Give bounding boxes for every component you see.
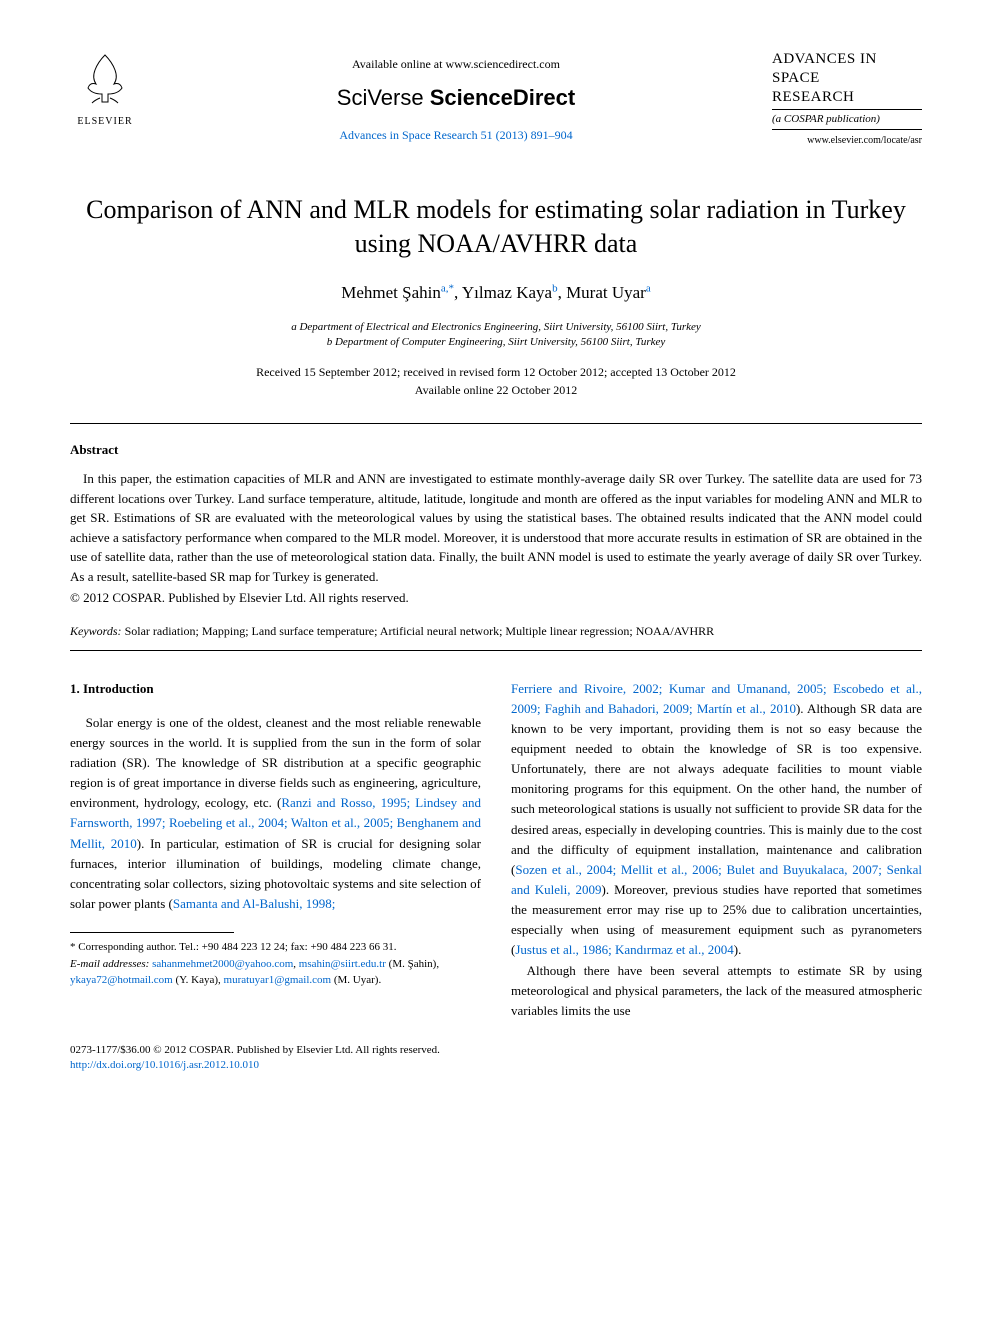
intro-text-2c: ). [734,942,742,957]
author-3: Murat Uyar [566,283,646,302]
email-2[interactable]: msahin@siirt.edu.tr [299,958,386,970]
intro-para-1-cont: Ferriere and Rivoire, 2002; Kumar and Um… [511,679,922,961]
locate-url: www.elsevier.com/locate/asr [772,133,922,148]
article-dates: Received 15 September 2012; received in … [70,363,922,399]
intro-text-2a: ). Although SR data are known to be very… [511,701,922,877]
journal-title-line1: ADVANCES IN [772,50,922,69]
email-1[interactable]: sahanmehmet2000@yahoo.com [152,958,293,970]
email-3[interactable]: ykaya72@hotmail.com [70,974,173,986]
author-3-affil[interactable]: a [646,283,651,295]
column-left: 1. Introduction Solar energy is one of t… [70,679,481,1021]
intro-refs-5[interactable]: Justus et al., 1986; Kandırmaz et al., 2… [515,942,733,957]
journal-reference-link[interactable]: Advances in Space Research 51 (2013) 891… [140,126,772,144]
author-sep-2: , [558,283,567,302]
issn-copyright: 0273-1177/$36.00 © 2012 COSPAR. Publishe… [70,1043,922,1058]
section-1-heading: 1. Introduction [70,679,481,699]
affiliations: a Department of Electrical and Electroni… [70,320,922,351]
abstract-copyright: © 2012 COSPAR. Published by Elsevier Ltd… [70,588,922,608]
dates-line1: Received 15 September 2012; received in … [70,363,922,381]
journal-box: ADVANCES IN SPACE RESEARCH (a COSPAR pub… [772,50,922,148]
author-1: Mehmet Şahin [341,283,441,302]
intro-refs-2[interactable]: Samanta and Al-Balushi, 1998; [173,896,335,911]
abstract-text: In this paper, the estimation capacities… [70,469,922,586]
journal-title: ADVANCES IN SPACE RESEARCH [772,50,922,106]
divider-1 [70,423,922,424]
author-1-affil[interactable]: a, [441,283,449,295]
two-column-body: 1. Introduction Solar energy is one of t… [70,679,922,1021]
authors: Mehmet Şahina,*, Yılmaz Kayab, Murat Uya… [70,280,922,306]
footnotes: * Corresponding author. Tel.: +90 484 22… [70,939,481,989]
email-addresses: E-mail addresses: sahanmehmet2000@yahoo.… [70,956,481,989]
affiliation-a: a Department of Electrical and Electroni… [70,320,922,335]
page-footer: 0273-1177/$36.00 © 2012 COSPAR. Publishe… [70,1043,922,1074]
abstract-heading: Abstract [70,440,922,460]
corresponding-author: * Corresponding author. Tel.: +90 484 22… [70,939,481,956]
center-header: Available online at www.sciencedirect.co… [140,50,772,144]
doi-link[interactable]: http://dx.doi.org/10.1016/j.asr.2012.10.… [70,1058,922,1073]
keywords-text: Solar radiation; Mapping; Land surface t… [122,624,715,638]
elsevier-logo: ELSEVIER [70,50,140,129]
author-sep-1: , [454,283,462,302]
emails-label: E-mail addresses: [70,958,149,970]
cospar-text: (a COSPAR publication) [772,109,922,130]
keywords-label: Keywords: [70,624,122,638]
header-row: ELSEVIER Available online at www.science… [70,50,922,148]
journal-title-line3: RESEARCH [772,88,922,107]
sciencedirect-text: ScienceDirect [424,85,576,110]
email-4[interactable]: muratuyar1@gmail.com [224,974,332,986]
journal-title-line2: SPACE [772,69,922,88]
divider-2 [70,650,922,651]
email-name-3: (M. Uyar). [331,974,381,986]
article-title: Comparison of ANN and MLR models for est… [70,193,922,261]
email-name-1: (M. Şahin), [386,958,439,970]
elsevier-tree-icon [80,50,130,105]
available-online-text: Available online at www.sciencedirect.co… [140,55,772,73]
author-2: Yılmaz Kaya [462,283,552,302]
sciverse-text: SciVerse [337,85,424,110]
keywords: Keywords: Solar radiation; Mapping; Land… [70,622,922,640]
intro-para-1: Solar energy is one of the oldest, clean… [70,713,481,914]
footnote-divider [70,932,234,933]
dates-line2: Available online 22 October 2012 [70,381,922,399]
elsevier-name: ELSEVIER [70,114,140,129]
intro-para-2: Although there have been several attempt… [511,961,922,1021]
sciencedirect-logo: SciVerse ScienceDirect [140,81,772,114]
email-name-2: (Y. Kaya), [173,974,224,986]
affiliation-b: b Department of Computer Engineering, Si… [70,335,922,350]
column-right: Ferriere and Rivoire, 2002; Kumar and Um… [511,679,922,1021]
